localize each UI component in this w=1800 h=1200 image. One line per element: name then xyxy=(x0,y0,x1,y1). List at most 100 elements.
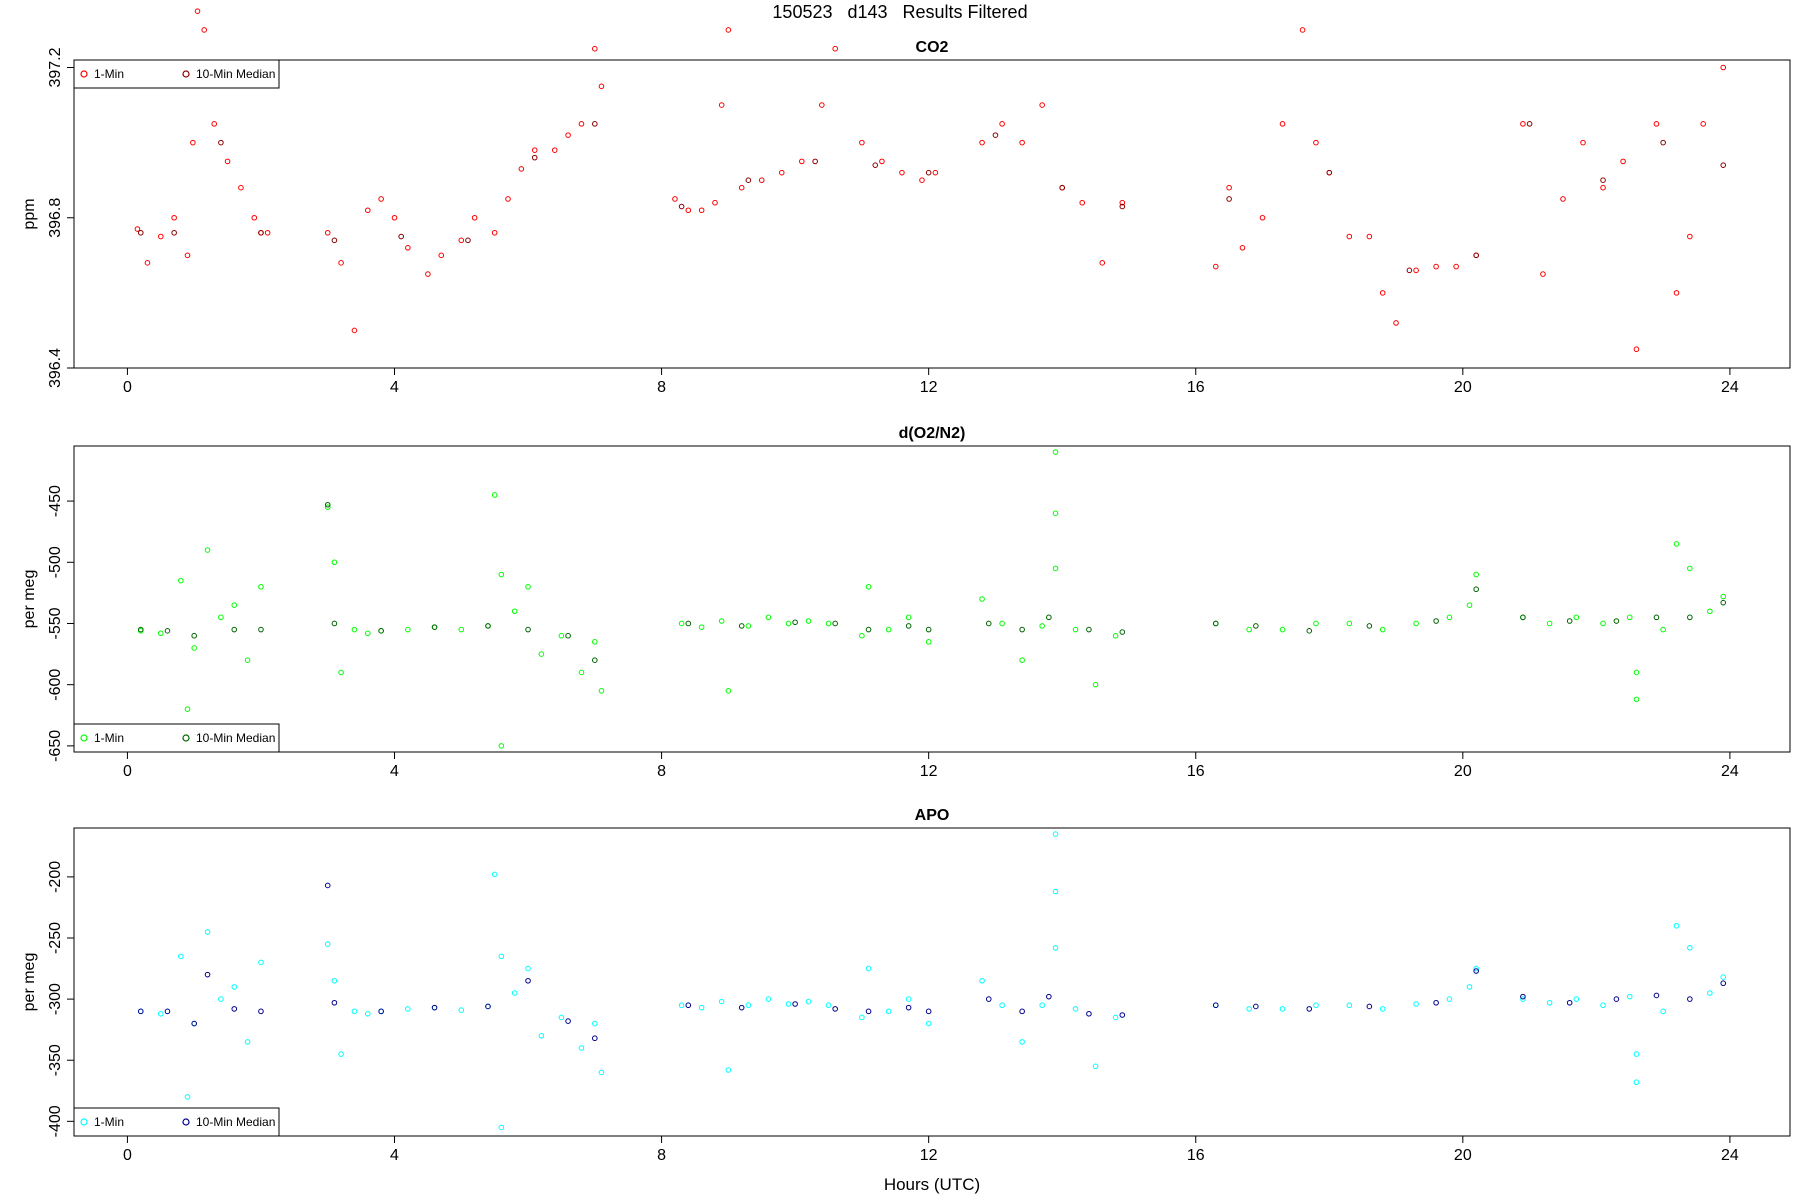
data-point xyxy=(1052,449,1059,455)
data-point xyxy=(859,139,865,146)
legend-label: 1-Min xyxy=(94,731,124,745)
data-point xyxy=(244,657,251,664)
legend-label: 1-Min xyxy=(94,1115,124,1129)
panel-2: APO per meg 0 4 8 12 16 20 24 -200 -250 -300 -350 -40… xyxy=(21,807,1791,1164)
data-point xyxy=(324,229,331,236)
data-point xyxy=(1299,27,1306,33)
plot-frame xyxy=(73,59,1791,369)
data-point xyxy=(678,203,685,210)
data-point xyxy=(1653,614,1660,621)
data-point xyxy=(324,504,331,511)
y-tick-label: 396.4 xyxy=(47,348,64,388)
data-point xyxy=(979,596,985,602)
legend-marker xyxy=(80,734,88,742)
data-point xyxy=(431,1004,438,1011)
data-point xyxy=(1119,199,1126,206)
data-point xyxy=(745,177,752,183)
data-point xyxy=(1520,996,1526,1002)
x-tick-label: 0 xyxy=(123,379,132,396)
data-point xyxy=(805,618,812,624)
data-point xyxy=(258,959,264,966)
data-point xyxy=(1019,626,1025,633)
data-point xyxy=(1379,290,1386,296)
data-point xyxy=(1413,620,1419,627)
data-point xyxy=(1720,974,1727,980)
legend-marker xyxy=(80,1118,88,1126)
data-point xyxy=(1600,184,1606,191)
data-point xyxy=(718,102,725,108)
data-point xyxy=(558,632,565,639)
data-point xyxy=(331,237,338,244)
data-point xyxy=(1453,263,1459,270)
data-point xyxy=(1366,233,1373,240)
data-point xyxy=(1072,626,1079,633)
data-point xyxy=(565,632,571,639)
data-point xyxy=(1366,1003,1373,1010)
data-point xyxy=(1413,1001,1419,1007)
data-point xyxy=(224,158,231,165)
data-point xyxy=(1253,1003,1259,1010)
x-tick-label: 4 xyxy=(390,1147,399,1164)
data-point xyxy=(204,547,211,553)
data-point xyxy=(1052,944,1059,951)
data-point xyxy=(1079,199,1086,206)
data-point xyxy=(351,327,358,334)
x-tick-label: 20 xyxy=(1454,1147,1472,1164)
data-point xyxy=(1653,992,1660,999)
data-point xyxy=(1687,996,1693,1002)
data-point xyxy=(258,1008,264,1015)
data-point xyxy=(932,169,939,176)
data-point xyxy=(1673,541,1680,547)
data-point xyxy=(144,260,151,266)
data-point xyxy=(485,623,491,629)
data-point xyxy=(1346,620,1353,627)
y-axis-label: ppm xyxy=(21,198,38,229)
data-point xyxy=(204,971,211,978)
legend-label: 10-Min Median xyxy=(196,67,275,81)
data-point xyxy=(378,628,384,634)
legend-label: 10-Min Median xyxy=(196,1115,275,1129)
data-point xyxy=(485,1003,491,1010)
data-point xyxy=(1433,618,1439,624)
data-point xyxy=(137,1008,144,1015)
data-point xyxy=(184,706,191,712)
data-point xyxy=(885,626,892,633)
data-point xyxy=(685,1002,692,1009)
data-point xyxy=(778,169,785,176)
data-point xyxy=(1673,290,1680,296)
data-point xyxy=(191,1020,197,1027)
data-point xyxy=(819,102,825,108)
data-point xyxy=(1526,121,1533,127)
data-point xyxy=(1660,139,1666,146)
data-point xyxy=(1259,214,1266,221)
data-point xyxy=(999,620,1005,627)
data-point xyxy=(338,260,344,266)
data-point xyxy=(745,1002,752,1009)
x-tick-label: 16 xyxy=(1187,1147,1205,1164)
data-point xyxy=(405,245,411,251)
data-point xyxy=(832,1006,838,1012)
data-point xyxy=(598,1069,605,1076)
data-point xyxy=(1112,632,1119,639)
x-tick-label: 12 xyxy=(920,1147,938,1164)
y-tick-label: -500 xyxy=(47,546,64,578)
data-point xyxy=(925,1020,932,1027)
data-point xyxy=(592,1035,598,1042)
data-point xyxy=(859,1014,865,1021)
data-point xyxy=(1393,320,1399,326)
data-point xyxy=(498,571,505,578)
data-point xyxy=(1059,184,1066,191)
data-point xyxy=(1520,993,1526,1000)
data-point xyxy=(1253,623,1259,629)
data-point xyxy=(1566,618,1573,624)
data-point xyxy=(592,45,598,52)
data-point xyxy=(1039,623,1045,629)
data-point xyxy=(1560,196,1566,202)
y-tick-label: -400 xyxy=(47,1105,64,1137)
data-point xyxy=(258,626,264,633)
data-point xyxy=(1687,614,1693,621)
data-point xyxy=(164,1008,171,1015)
data-point xyxy=(1720,599,1727,606)
data-point xyxy=(925,639,932,645)
